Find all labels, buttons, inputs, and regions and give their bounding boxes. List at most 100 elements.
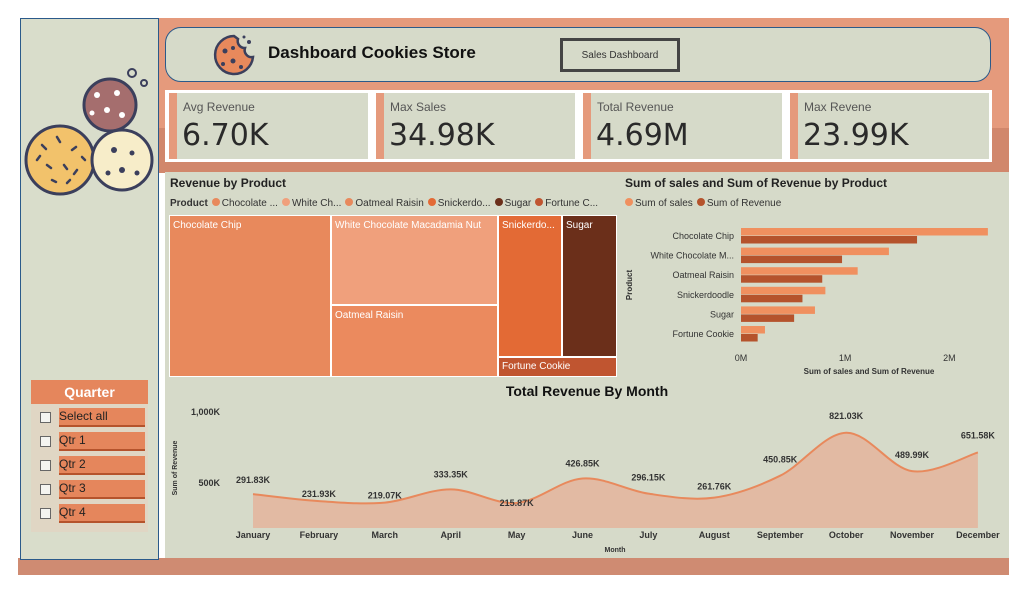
checkbox[interactable]: [40, 508, 51, 519]
quarter-option-label: Select all: [59, 408, 145, 427]
legend-item[interactable]: Snickerdo...: [427, 198, 491, 209]
bar-sales[interactable]: [741, 228, 988, 236]
sales-dashboard-button[interactable]: Sales Dashboard: [560, 38, 680, 72]
kpi-value: 4.69M: [596, 118, 689, 153]
y-tick-label: Sugar: [710, 309, 734, 319]
bar-sales[interactable]: [741, 267, 858, 275]
legend-item[interactable]: White Ch...: [281, 198, 341, 209]
checkbox[interactable]: [40, 436, 51, 447]
data-label: 489.99K: [895, 450, 930, 460]
bar-revenue[interactable]: [741, 314, 795, 322]
treemap-cell-snickerdoodle[interactable]: Snickerdo...: [498, 215, 562, 357]
data-label: 231.93K: [302, 489, 337, 499]
area-chart-title: Total Revenue By Month: [506, 383, 668, 399]
x-tick-label: June: [572, 530, 593, 540]
treemap-cell-oatmeal-raisin[interactable]: Oatmeal Raisin: [331, 305, 498, 377]
quarter-option-label: Qtr 2: [59, 456, 145, 475]
treemap: Chocolate Chip White Chocolate Macadamia…: [169, 215, 617, 377]
legend-item[interactable]: Sum of Revenue: [696, 198, 781, 209]
y-tick-label: Fortune Cookie: [672, 329, 734, 339]
legend-item[interactable]: Fortune C...: [535, 198, 598, 209]
kpi-card-max-revenue: Max Revene 23.99K: [790, 93, 989, 159]
x-tick-label: February: [300, 530, 339, 540]
x-tick-label: September: [757, 530, 804, 540]
quarter-option-qtr2[interactable]: Qtr 2: [40, 456, 145, 476]
quarter-option-select-all[interactable]: Select all: [40, 408, 145, 428]
bar-revenue[interactable]: [741, 255, 843, 264]
treemap-cell-fortune-cookie[interactable]: Fortune Cookie: [498, 357, 617, 377]
x-axis-title: Sum of sales and Sum of Revenue: [804, 367, 935, 376]
x-tick-label: 1M: [839, 353, 852, 363]
bar-revenue[interactable]: [741, 236, 918, 244]
x-tick-label: October: [829, 530, 864, 540]
treemap-cell-chocolate-chip[interactable]: Chocolate Chip: [169, 215, 331, 377]
x-tick-label: August: [699, 530, 730, 540]
kpi-label: Max Sales: [390, 100, 447, 114]
y-tick-label: Snickerdoodle: [677, 290, 734, 300]
bar-sales[interactable]: [741, 306, 815, 314]
y-tick-label: Oatmeal Raisin: [672, 270, 734, 280]
legend-item[interactable]: Sum of sales: [625, 198, 693, 209]
bar-chart-legend: Sum of sales Sum of Revenue: [625, 198, 781, 209]
kpi-card-max-sales: Max Sales 34.98K: [376, 93, 575, 159]
area-line: [252, 431, 979, 505]
quarter-option-label: Qtr 3: [59, 480, 145, 499]
data-label: 821.03K: [829, 411, 864, 421]
x-tick-label: November: [890, 530, 935, 540]
bar-sales[interactable]: [741, 326, 765, 334]
quarter-option-label: Qtr 4: [59, 504, 145, 523]
data-label: 296.15K: [631, 473, 666, 483]
bottom-frame: [18, 558, 1009, 575]
revenue-by-month-chart: Total Revenue By Month 1,000K 500K Sum of R…: [172, 383, 1000, 554]
x-tick-label: 0M: [735, 353, 748, 363]
x-tick-label: April: [440, 530, 461, 540]
checkbox[interactable]: [40, 484, 51, 495]
kpi-value: 23.99K: [803, 118, 909, 153]
y-axis-title: Sum of Revenue: [172, 440, 179, 495]
y-tick-label: White Chocolate M...: [650, 251, 734, 261]
bar-revenue[interactable]: [741, 334, 758, 342]
legend-item[interactable]: Chocolate ...: [211, 198, 278, 209]
checkbox[interactable]: [40, 412, 51, 423]
x-axis-title: Month: [605, 547, 626, 554]
quarter-option-qtr4[interactable]: Qtr 4: [40, 504, 145, 524]
x-tick-label: May: [508, 530, 526, 540]
y-tick-label: 1,000K: [191, 407, 221, 417]
x-tick-label: March: [372, 530, 399, 540]
treemap-cell-sugar[interactable]: Sugar: [562, 215, 617, 357]
y-tick-label: Chocolate Chip: [672, 231, 734, 241]
bar-sales[interactable]: [741, 286, 826, 295]
checkbox[interactable]: [40, 460, 51, 471]
data-label: 333.35K: [434, 469, 469, 479]
kpi-value: 6.70K: [182, 118, 269, 153]
kpi-label: Avg Revenue: [183, 100, 255, 114]
treemap-title: Revenue by Product: [170, 176, 287, 190]
bar-revenue[interactable]: [741, 294, 803, 303]
x-tick-label: 2M: [943, 353, 956, 363]
quarter-option-qtr3[interactable]: Qtr 3: [40, 480, 145, 500]
data-label: 219.07K: [368, 491, 403, 501]
legend-title: Product: [170, 198, 208, 209]
x-tick-label: December: [956, 530, 1000, 540]
quarter-option-qtr1[interactable]: Qtr 1: [40, 432, 145, 452]
y-axis-title: Product: [625, 270, 634, 301]
kpi-value: 34.98K: [389, 118, 495, 153]
data-label: 426.85K: [565, 458, 600, 468]
data-label: 291.83K: [236, 475, 271, 485]
bar-chart-title: Sum of sales and Sum of Revenue by Produ…: [625, 176, 888, 190]
quarter-slicer-title: Quarter: [31, 380, 148, 404]
legend-item[interactable]: Oatmeal Raisin: [345, 198, 424, 209]
data-label: 651.58K: [961, 430, 996, 440]
bar-revenue[interactable]: [741, 275, 823, 283]
data-label: 261.76K: [697, 482, 732, 492]
x-tick-label: July: [639, 530, 657, 540]
legend-item[interactable]: Sugar: [494, 198, 531, 209]
x-tick-label: January: [236, 530, 271, 540]
kpi-label: Total Revenue: [597, 100, 674, 114]
treemap-cell-white-chocolate[interactable]: White Chocolate Macadamia Nut: [331, 215, 498, 305]
kpi-card-avg-revenue: Avg Revenue 6.70K: [169, 93, 368, 159]
data-label: 215.87K: [500, 498, 535, 508]
cookie-logo-icon: [213, 34, 255, 76]
bar-sales[interactable]: [741, 247, 889, 256]
quarter-option-label: Qtr 1: [59, 432, 145, 451]
